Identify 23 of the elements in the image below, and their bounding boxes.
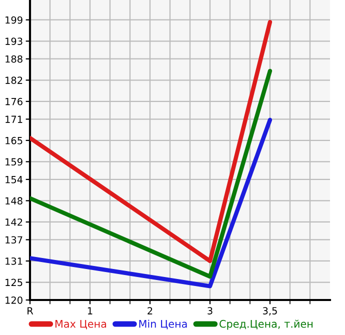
y-tick-label: 137 xyxy=(6,236,22,244)
legend-label: Max Цена xyxy=(55,320,106,330)
x-tick-label: 2 xyxy=(148,307,152,314)
y-tick-label: 199 xyxy=(6,16,22,24)
y-tick-label: 188 xyxy=(6,55,22,63)
x-tick-label: 3,5 xyxy=(263,307,277,316)
y-tick-label: 171 xyxy=(6,116,22,123)
y-tick-label: 142 xyxy=(6,218,22,226)
legend-label: Min Цена xyxy=(139,320,187,330)
y-tick-label: 154 xyxy=(6,176,23,184)
y-tick-label: 125 xyxy=(6,278,22,286)
y-tick-label: 182 xyxy=(6,76,22,84)
legend-label: Сред.Цена, т.йен xyxy=(220,320,313,330)
x-tick-label: 3 xyxy=(208,307,212,314)
y-tick-label: 176 xyxy=(6,98,22,106)
x-tick-label: 1 xyxy=(88,307,92,314)
y-tick-label: 120 xyxy=(6,296,22,304)
y-tick-label: 131 xyxy=(6,257,22,265)
y-tick-label: 193 xyxy=(6,38,22,45)
y-tick-label: 159 xyxy=(6,158,22,166)
x-tick-label: R xyxy=(28,307,34,314)
y-tick-label: 148 xyxy=(6,197,22,205)
y-tick-label: 165 xyxy=(6,136,22,144)
